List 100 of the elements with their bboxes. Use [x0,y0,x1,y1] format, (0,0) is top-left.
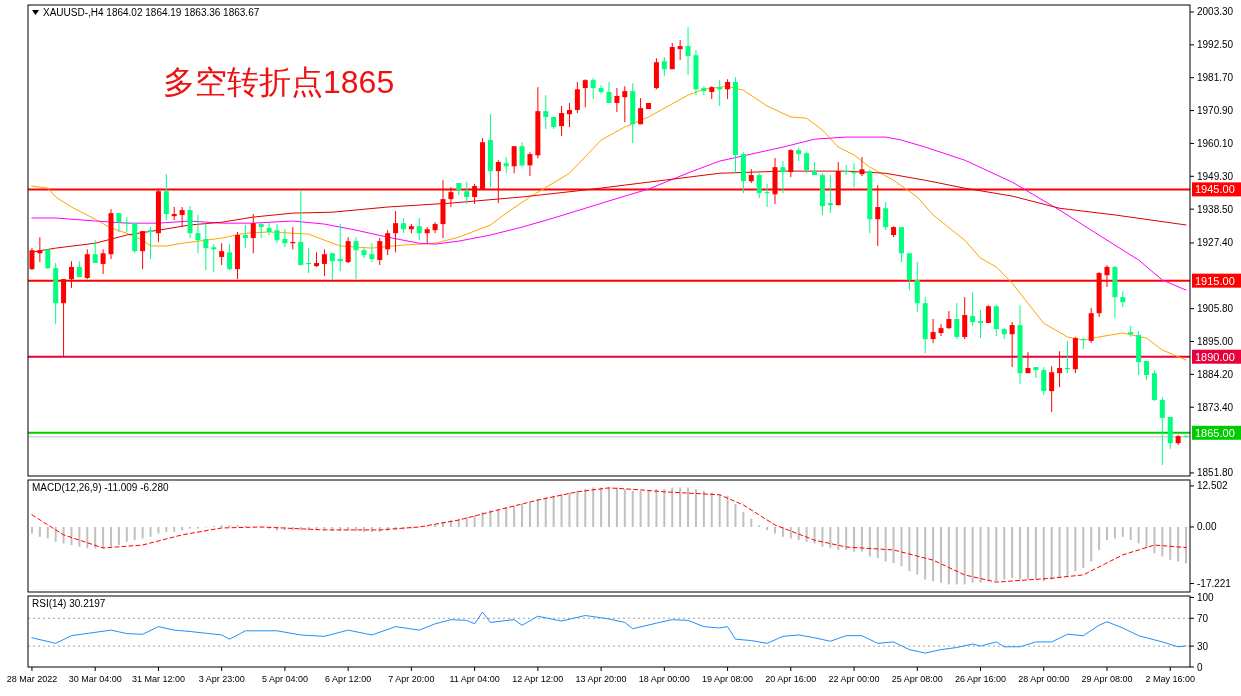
bar [671,487,674,527]
candlestick [1033,366,1039,379]
y-tick-label: 1927.40 [1197,237,1234,249]
candlestick [946,310,952,330]
x-tick-label: 2 May 16:00 [1145,674,1195,684]
bar [110,526,112,547]
bar [734,503,737,527]
bar [694,489,697,527]
line-series [31,611,1187,654]
x-tick-label: 30 Mar 04:00 [68,674,122,684]
bar [30,526,33,534]
candlestick [993,304,999,337]
candlestick [369,242,375,263]
candlestick [780,160,786,194]
bar [631,490,634,527]
candlestick [717,79,723,107]
candlestick [219,242,225,266]
candlestick [1041,366,1047,396]
bar [679,487,682,527]
candlestick [321,248,327,277]
bar [837,526,840,550]
bar [845,526,848,550]
x-tick-label: 13 Apr 20:00 [575,674,627,684]
bar [774,526,776,534]
bar [94,526,97,549]
candlestick [393,210,399,253]
candlestick [195,214,201,254]
candlestick [187,205,193,239]
candlestick [938,323,944,337]
bar [173,526,176,532]
bar [702,490,705,527]
bar [1011,526,1014,578]
bar [465,517,468,527]
bar [1090,526,1093,562]
candlestick [416,217,422,241]
x-tick-label: 19 Apr 08:00 [702,674,754,684]
x-tick-label: 3 Apr 23:00 [198,674,245,684]
bar [821,526,824,547]
candlestick [140,230,146,270]
ref-line-label: 1890.00 [1195,350,1235,363]
chart-title: XAUUSD-,H4 1864.02 1864.19 1863.36 1863.67 [43,7,260,18]
candlestick [930,318,936,344]
bar [552,495,555,527]
candlestick [203,222,209,271]
ref-label: 1945.00 [1192,182,1241,197]
candlestick [163,173,169,221]
bar [1177,526,1180,562]
bar [86,526,89,549]
bar [1042,526,1045,582]
x-tick-label: 26 Apr 16:00 [955,674,1007,684]
candlestick [527,151,533,177]
bar [1058,526,1061,578]
bar [117,526,120,546]
bar [655,489,658,527]
candlestick [306,247,312,274]
line-series [31,136,1187,291]
candlestick [606,81,612,104]
candlestick [756,172,762,199]
bar [924,526,927,580]
y-tick-label: 2003.30 [1197,6,1234,18]
candlestick [1009,321,1015,368]
bar [536,499,539,527]
candlestick [661,56,667,77]
bar [963,526,966,585]
bar [1121,526,1124,537]
candlestick [566,102,572,128]
bar [1185,526,1188,564]
candlestick [677,39,683,61]
candlestick [598,84,604,95]
candlestick [883,201,889,231]
y-tick-label: 1992.50 [1197,39,1234,51]
y-tick-label: 100 [1197,591,1215,603]
candlestick [788,148,794,178]
candlestick [1080,337,1086,350]
y-tick-label: 0.00 [1197,521,1217,533]
x-tick-label: 11 Apr 04:00 [449,674,500,684]
candlestick [353,236,359,280]
bar [157,526,160,534]
bar [884,526,887,562]
ref-line-label: 1915.00 [1195,274,1235,287]
y-tick-label: 30 [1197,640,1209,652]
bar [584,489,587,527]
bar [544,497,547,527]
candlestick [179,206,185,228]
candlestick [914,261,920,313]
candlestick [511,145,517,174]
y-tick-label: -17.221 [1197,578,1232,590]
candlestick [622,85,628,123]
bar [600,487,603,527]
candlestick [559,105,565,137]
candlestick [250,213,256,254]
x-tick-label: 7 Apr 20:00 [388,674,435,684]
x-tick-label: 6 Apr 12:00 [325,674,372,684]
bar [916,526,919,575]
bar [1003,526,1006,580]
x-tick-label: 5 Apr 04:00 [261,674,308,684]
candlestick [804,151,810,174]
candlestick [962,296,968,340]
ref-line-label: 1945.00 [1195,183,1235,196]
bar [521,503,524,527]
